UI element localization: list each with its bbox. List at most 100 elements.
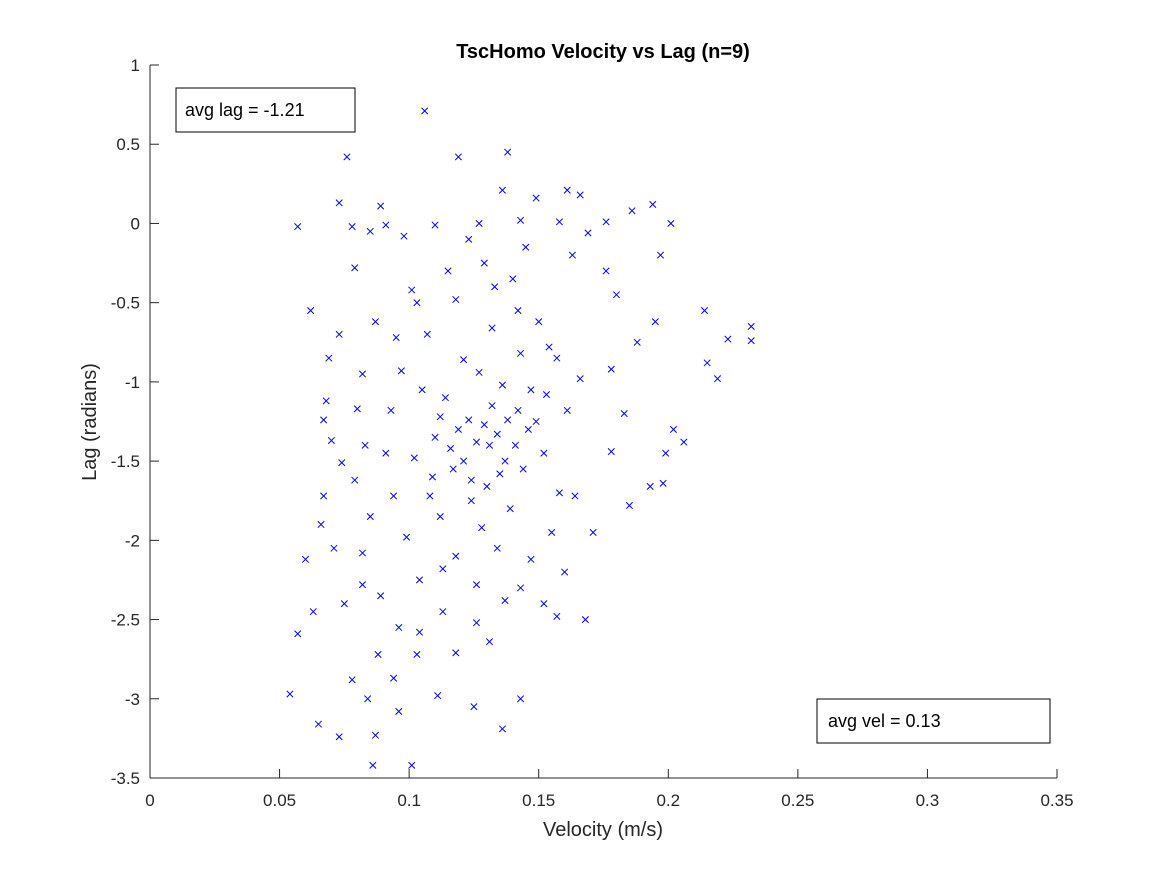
data-point: [353, 405, 361, 413]
data-point: [703, 359, 711, 367]
data-point: [377, 202, 385, 210]
data-point: [421, 107, 429, 115]
data-point: [498, 186, 506, 194]
data-point: [517, 216, 525, 224]
data-point: [607, 365, 615, 373]
data-point: [377, 592, 385, 600]
data-point: [524, 425, 532, 433]
data-point: [460, 356, 468, 364]
x-tick-label: 0.05: [263, 791, 296, 810]
data-point: [509, 275, 517, 283]
x-axis-label: Velocity (m/s): [543, 819, 663, 841]
y-tick-label: -3: [125, 690, 140, 709]
data-point: [475, 368, 483, 376]
data-point: [659, 479, 667, 487]
x-tick-label: 0.15: [522, 791, 555, 810]
data-point: [467, 497, 475, 505]
data-point: [517, 584, 525, 592]
data-point: [415, 628, 424, 636]
data-point: [413, 650, 421, 658]
data-point: [366, 513, 374, 521]
data-point: [467, 476, 475, 484]
data-point: [454, 425, 462, 433]
y-tick-label: 1: [131, 56, 140, 75]
data-point: [662, 449, 670, 457]
chart-title: TscHomo Velocity vs Lag (n=9): [456, 41, 750, 63]
data-point: [465, 416, 473, 424]
data-point: [488, 402, 496, 410]
data-point: [747, 322, 755, 330]
data-point: [335, 199, 343, 207]
data-point: [472, 438, 481, 446]
y-tick-label: -3.5: [111, 769, 140, 788]
data-point: [410, 454, 418, 462]
data-point: [651, 318, 659, 326]
data-point: [542, 391, 551, 399]
data-point: [309, 608, 317, 616]
data-point: [493, 430, 501, 438]
data-point: [408, 761, 416, 769]
data-point: [475, 219, 483, 227]
data-point: [402, 533, 411, 541]
data-point: [532, 194, 540, 202]
data-point: [602, 267, 610, 275]
data-point: [517, 349, 525, 357]
x-tick-label: 0.1: [397, 791, 421, 810]
scatter-points: [286, 107, 755, 769]
data-point: [532, 417, 540, 426]
y-tick-label: -2: [125, 531, 140, 550]
data-point: [335, 330, 343, 338]
y-tick-label: -1: [125, 373, 140, 392]
data-point: [340, 600, 348, 608]
data-point: [620, 410, 628, 418]
data-point: [465, 235, 473, 243]
data-point: [439, 608, 447, 616]
data-point: [397, 367, 405, 375]
data-point: [358, 549, 367, 557]
data-point: [390, 674, 398, 682]
data-point: [680, 438, 688, 446]
data-point: [301, 555, 310, 563]
data-point: [460, 457, 468, 465]
data-point: [667, 219, 675, 227]
data-point: [656, 251, 665, 259]
data-point: [294, 630, 302, 638]
y-tick-label: 0: [131, 214, 140, 233]
data-point: [646, 482, 654, 491]
data-point: [747, 337, 755, 345]
data-point: [485, 638, 494, 646]
data-point: [327, 436, 335, 445]
data-point: [441, 394, 449, 402]
data-point: [418, 386, 426, 394]
data-point: [496, 470, 504, 478]
data-point: [371, 318, 380, 326]
data-point: [501, 596, 509, 605]
data-point: [563, 186, 571, 194]
y-tick-label: -0.5: [111, 294, 140, 313]
data-point: [519, 465, 527, 473]
data-point: [553, 354, 561, 362]
data-point: [540, 600, 548, 608]
x-tick-label: 0.2: [656, 791, 680, 810]
data-point: [625, 501, 633, 510]
data-point: [358, 370, 367, 378]
data-point: [449, 465, 457, 473]
data-point: [540, 449, 548, 457]
data-point: [553, 612, 561, 620]
x-tick-label: 0: [145, 791, 154, 810]
data-point: [392, 333, 400, 342]
data-point: [452, 552, 460, 560]
data-point: [669, 425, 678, 433]
data-point: [369, 761, 377, 769]
data-point: [498, 725, 506, 733]
data-point: [589, 528, 597, 536]
annotation-avg-vel: avg vel = 0.13: [816, 698, 1051, 744]
data-point: [364, 695, 372, 703]
data-point: [343, 153, 351, 161]
data-point: [395, 623, 403, 632]
x-axis-ticks: 0 0.05 0.1 0.15 0.2 0.25 0.3 0.35: [145, 769, 1074, 810]
data-point: [628, 207, 636, 215]
data-point: [366, 227, 374, 235]
data-point: [584, 229, 592, 237]
